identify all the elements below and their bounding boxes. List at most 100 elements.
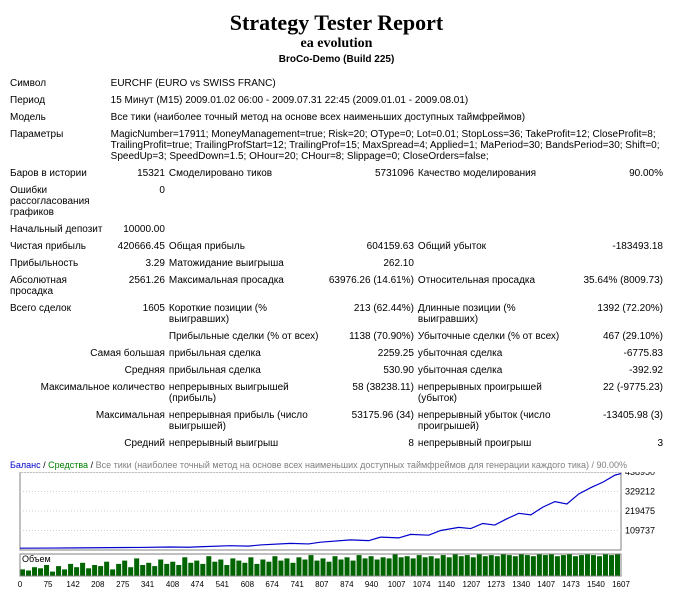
- grossprofit-value: 604159.63: [321, 238, 416, 255]
- deposit-label: Начальный депозит: [8, 221, 109, 238]
- netprofit-value: 420666.45: [109, 238, 167, 255]
- svg-text:1407: 1407: [537, 580, 555, 589]
- symbol-label: Символ: [8, 75, 109, 92]
- long-label: Длинные позиции (% выигравших): [416, 300, 570, 328]
- absdd-value: 2561.26: [109, 272, 167, 300]
- maxconsp-win-label: непрерывная прибыль (число выигрышей): [167, 407, 321, 435]
- reldd-value: 35.64% (8009.73): [570, 272, 665, 300]
- long-value: 1392 (72.20%): [570, 300, 665, 328]
- mismatch-label: Ошибки рассогласования графиков: [8, 182, 109, 221]
- maxconsp-win-value: 53175.96 (34): [321, 407, 416, 435]
- expected-value: 262.10: [321, 255, 416, 272]
- losstrades-label: Убыточные сделки (% от всех): [416, 328, 570, 345]
- svg-text:341: 341: [141, 580, 155, 589]
- svg-text:940: 940: [365, 580, 379, 589]
- svg-text:329212: 329212: [625, 487, 655, 497]
- svg-text:1007: 1007: [388, 580, 406, 589]
- svg-text:807: 807: [315, 580, 329, 589]
- legend-balance: Баланс: [10, 460, 41, 470]
- avgcons-loss-value: 3: [570, 435, 665, 452]
- avg-loss-label: убыточная сделка: [416, 362, 570, 379]
- params-value: MagicNumber=17911; MoneyManagement=true;…: [109, 126, 665, 165]
- maxdd-value: 63976.26 (14.61%): [321, 272, 416, 300]
- grossloss-value: -183493.18: [570, 238, 665, 255]
- svg-text:1607: 1607: [612, 580, 630, 589]
- maxconsp-loss-label: непрерывный убыток (число проигрышей): [416, 407, 570, 435]
- svg-text:Объем: Объем: [22, 554, 51, 564]
- balance-chart: Баланс / Средства / Все тики (наиболее т…: [8, 458, 665, 592]
- maxcons-loss-label: непрерывных проигрышей (убыток): [416, 379, 570, 407]
- short-label: Короткие позиции (% выигравших): [167, 300, 321, 328]
- total-label: Всего сделок: [8, 300, 109, 328]
- profitfactor-label: Прибыльность: [8, 255, 109, 272]
- largest-loss-label: убыточная сделка: [416, 345, 570, 362]
- period-label: Период: [8, 92, 109, 109]
- wintrades-label: Прибыльные сделки (% от всех): [167, 328, 321, 345]
- maxcons-win-value: 58 (38238.11): [321, 379, 416, 407]
- legend-ticks: Все тики (наиболее точный метод на основ…: [96, 460, 627, 470]
- svg-text:608: 608: [241, 580, 255, 589]
- period-value: 15 Минут (M15) 2009.01.02 06:00 - 2009.0…: [109, 92, 665, 109]
- maxcons-win-label: непрерывных выигрышей (прибыль): [167, 379, 321, 407]
- netprofit-label: Чистая прибыль: [8, 238, 109, 255]
- svg-text:541: 541: [216, 580, 230, 589]
- chart-legend: Баланс / Средства / Все тики (наиболее т…: [8, 458, 665, 472]
- absdd-label: Абсолютная просадка: [8, 272, 109, 300]
- short-value: 213 (62.44%): [321, 300, 416, 328]
- svg-text:674: 674: [265, 580, 279, 589]
- losstrades-value: 467 (29.10%): [570, 328, 665, 345]
- svg-text:741: 741: [290, 580, 304, 589]
- svg-text:109737: 109737: [625, 526, 655, 536]
- svg-text:408: 408: [166, 580, 180, 589]
- profitfactor-value: 3.29: [109, 255, 167, 272]
- svg-text:1207: 1207: [463, 580, 481, 589]
- model-label: Модель: [8, 109, 109, 126]
- report-table: Символ EURCHF (EURO vs SWISS FRANC) Пери…: [8, 75, 665, 452]
- largest-loss-value: -6775.83: [570, 345, 665, 362]
- svg-text:0: 0: [18, 580, 23, 589]
- params-label: Параметры: [8, 126, 109, 165]
- maxcons-loss-value: 22 (-9775.23): [570, 379, 665, 407]
- largest-label: Самая большая: [8, 345, 167, 362]
- maxdd-label: Максимальная просадка: [167, 272, 321, 300]
- svg-text:1140: 1140: [438, 580, 456, 589]
- avg-win-label: прибыльная сделка: [167, 362, 321, 379]
- svg-text:142: 142: [66, 580, 80, 589]
- grossloss-label: Общий убыток: [416, 238, 570, 255]
- reldd-label: Относительная просадка: [416, 272, 570, 300]
- avgcons-label: Средний: [8, 435, 167, 452]
- chart-svg: 438950329212219475109737Объем07514220827…: [8, 472, 665, 590]
- svg-text:1473: 1473: [562, 580, 580, 589]
- largest-win-value: 2259.25: [321, 345, 416, 362]
- avg-label: Средняя: [8, 362, 167, 379]
- quality-value: 90.00%: [570, 165, 665, 182]
- ticks-value: 5731096: [321, 165, 416, 182]
- svg-text:874: 874: [340, 580, 354, 589]
- bars-value: 15321: [109, 165, 167, 182]
- total-value: 1605: [109, 300, 167, 328]
- report-ea: ea evolution: [8, 36, 665, 52]
- maxconsp-loss-value: -13405.98 (3): [570, 407, 665, 435]
- deposit-value: 10000.00: [109, 221, 167, 238]
- legend-equity: Средства: [48, 460, 88, 470]
- bars-label: Баров в истории: [8, 165, 109, 182]
- svg-text:1340: 1340: [512, 580, 530, 589]
- symbol-value: EURCHF (EURO vs SWISS FRANC): [109, 75, 665, 92]
- avgcons-loss-label: непрерывный проигрыш: [416, 435, 570, 452]
- quality-label: Качество моделирования: [416, 165, 570, 182]
- report-title: Strategy Tester Report: [8, 8, 665, 36]
- svg-text:275: 275: [116, 580, 130, 589]
- grossprofit-label: Общая прибыль: [167, 238, 321, 255]
- maxcons-label: Максимальное количество: [8, 379, 167, 407]
- expected-label: Матожидание выигрыша: [167, 255, 321, 272]
- wintrades-value: 1138 (70.90%): [321, 328, 416, 345]
- svg-text:1273: 1273: [487, 580, 505, 589]
- svg-text:219475: 219475: [625, 506, 655, 516]
- avgcons-win-value: 8: [321, 435, 416, 452]
- mismatch-value: 0: [109, 182, 167, 221]
- svg-text:1540: 1540: [587, 580, 605, 589]
- svg-text:1074: 1074: [413, 580, 431, 589]
- svg-text:438950: 438950: [625, 472, 655, 477]
- largest-win-label: прибыльная сделка: [167, 345, 321, 362]
- svg-text:75: 75: [44, 580, 53, 589]
